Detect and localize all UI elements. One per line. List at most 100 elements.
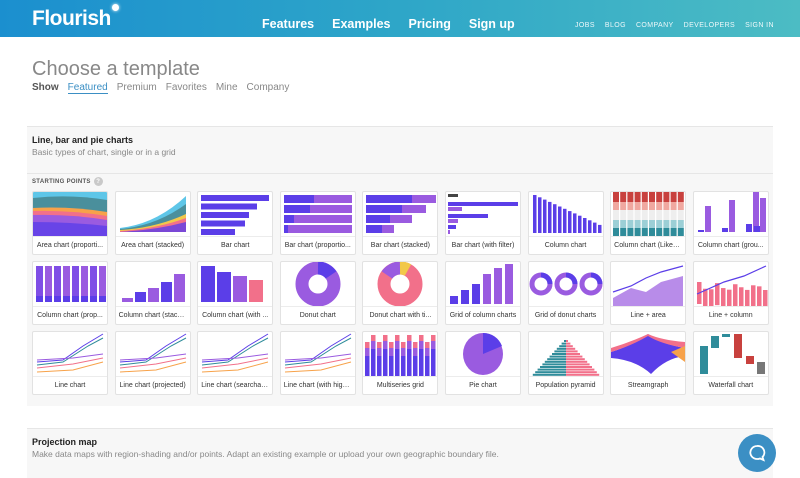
template-card[interactable]: Column chart (with ...	[197, 261, 274, 325]
barstack-thumbnail	[366, 195, 437, 233]
template-card[interactable]: Bar chart (proportio...	[279, 191, 356, 255]
nav-jobs[interactable]: JOBS	[575, 22, 595, 29]
template-card[interactable]: Bar chart	[197, 191, 274, 255]
nav-sign-in[interactable]: SIGN IN	[745, 22, 774, 29]
template-thumbnail	[280, 192, 355, 237]
template-card[interactable]: Grid of donut charts	[527, 261, 604, 325]
tab-mine[interactable]: Mine	[215, 82, 238, 93]
template-thumbnail	[115, 192, 190, 237]
nav-developers[interactable]: DEVELOPERS	[683, 22, 736, 29]
template-thumbnail	[198, 192, 273, 237]
template-label: Column chart (Likert...	[614, 242, 684, 249]
template-card[interactable]: Streamgraph	[610, 331, 687, 395]
template-label: Donut chart	[299, 312, 336, 319]
nav-sign-up[interactable]: Sign up	[468, 17, 515, 31]
template-thumbnail	[693, 332, 768, 377]
section-subtitle: Basic types of chart, single or in a gri…	[32, 147, 176, 157]
main-nav: Features Examples Pricing Sign up	[262, 17, 515, 31]
template-thumbnail	[528, 332, 603, 377]
template-label: Area chart (proporti...	[36, 242, 104, 249]
template-thumbnail	[693, 192, 768, 237]
template-thumbnail	[528, 192, 603, 237]
nav-blog[interactable]: BLOG	[604, 22, 626, 29]
template-card[interactable]: Column chart	[527, 191, 604, 255]
pyramid-thumbnail	[532, 340, 599, 376]
template-label: Multiseries grid	[376, 382, 424, 389]
template-card[interactable]: Bar chart (stacked)	[362, 191, 439, 255]
template-card[interactable]: Waterfall chart	[692, 331, 769, 395]
template-card[interactable]: Column chart (prop...	[32, 261, 108, 325]
template-label: Donut chart with ti...	[369, 312, 432, 319]
template-label: Line + area	[630, 312, 666, 319]
template-card[interactable]: Population pyramid	[527, 331, 604, 395]
flourish-logo[interactable]: Flourish	[32, 4, 119, 31]
template-thumbnail	[445, 262, 520, 307]
template-card[interactable]: Area chart (stacked)	[114, 191, 191, 255]
area-thumbnail	[33, 192, 107, 236]
tab-favorites[interactable]: Favorites	[165, 82, 207, 93]
template-card[interactable]: Column chart (stack...	[114, 261, 191, 325]
template-thumbnail	[115, 262, 190, 307]
template-thumbnail	[363, 332, 438, 377]
template-card[interactable]: Area chart (proporti...	[32, 191, 108, 255]
template-thumbnail	[693, 262, 768, 307]
chat-help-button[interactable]	[738, 434, 776, 472]
template-label: Line chart (with high...	[283, 382, 353, 389]
section-line-bar-pie: Line, bar and pie charts Basic types of …	[27, 126, 773, 406]
template-card[interactable]: Column chart (Likert...	[610, 191, 687, 255]
griddonut-thumbnail	[529, 272, 603, 296]
template-label: Area chart (stacked)	[121, 242, 185, 249]
secondary-nav: JOBS BLOG COMPANY DEVELOPERS SIGN IN	[575, 22, 774, 29]
linearea-thumbnail	[612, 265, 684, 306]
template-label: Column chart (stack...	[118, 312, 187, 319]
tab-featured[interactable]: Featured	[67, 82, 108, 94]
template-label: Line chart (projected)	[119, 382, 186, 389]
tab-premium[interactable]: Premium	[116, 82, 157, 93]
template-thumbnail	[611, 192, 686, 237]
nav-examples[interactable]: Examples	[332, 17, 391, 31]
template-card[interactable]: Line chart (with high...	[279, 331, 356, 395]
template-label: Waterfall chart	[708, 382, 754, 389]
template-thumbnail	[280, 332, 355, 377]
template-label: Line chart (searchable)	[201, 382, 273, 389]
multi-thumbnail	[365, 335, 436, 376]
colprop-thumbnail	[36, 266, 106, 302]
template-thumbnail	[611, 332, 686, 377]
template-card[interactable]: Column chart (grou...	[692, 191, 769, 255]
template-card[interactable]: Pie chart	[444, 331, 521, 395]
nav-company[interactable]: COMPANY	[635, 22, 674, 29]
template-card[interactable]: Line + column	[692, 261, 769, 325]
barprop-thumbnail	[283, 195, 352, 233]
tab-company[interactable]: Company	[246, 82, 290, 93]
template-thumbnail	[611, 262, 686, 307]
template-thumbnail	[363, 192, 438, 237]
template-grid: Area chart (proporti... Area chart (stack…	[32, 191, 769, 395]
donut2-thumbnail	[377, 262, 423, 306]
template-card[interactable]: Donut chart with ti...	[362, 261, 439, 325]
template-card[interactable]: Line + area	[610, 261, 687, 325]
line-thumbnail	[284, 333, 352, 373]
template-label: Column chart (with ...	[202, 312, 269, 319]
template-card[interactable]: Line chart (projected)	[114, 331, 191, 395]
show-label: Show	[32, 82, 59, 93]
col-thumbnail	[532, 195, 602, 233]
template-card[interactable]: Multiseries grid	[362, 331, 439, 395]
template-label: Line + column	[708, 312, 753, 319]
template-label: Grid of donut charts	[534, 312, 597, 319]
line-thumbnail	[36, 333, 104, 373]
template-card[interactable]: Line chart	[32, 331, 108, 395]
help-icon[interactable]: ?	[93, 177, 103, 186]
template-card[interactable]: Bar chart (with filter)	[444, 191, 521, 255]
template-card[interactable]: Grid of column charts	[444, 261, 521, 325]
template-thumbnail	[280, 262, 355, 307]
template-label: Column chart (prop...	[37, 312, 103, 319]
nav-pricing[interactable]: Pricing	[408, 17, 451, 31]
nav-features[interactable]: Features	[262, 17, 315, 31]
starting-points-heading: STARTING POINTS?	[32, 177, 103, 186]
template-card[interactable]: Line chart (searchable)	[197, 331, 274, 395]
logo-text: Flourish	[32, 7, 111, 30]
template-label: Grid of column charts	[449, 312, 517, 319]
template-card[interactable]: Donut chart	[279, 261, 356, 325]
template-thumbnail	[33, 262, 107, 307]
barfilter-thumbnail	[447, 194, 518, 234]
